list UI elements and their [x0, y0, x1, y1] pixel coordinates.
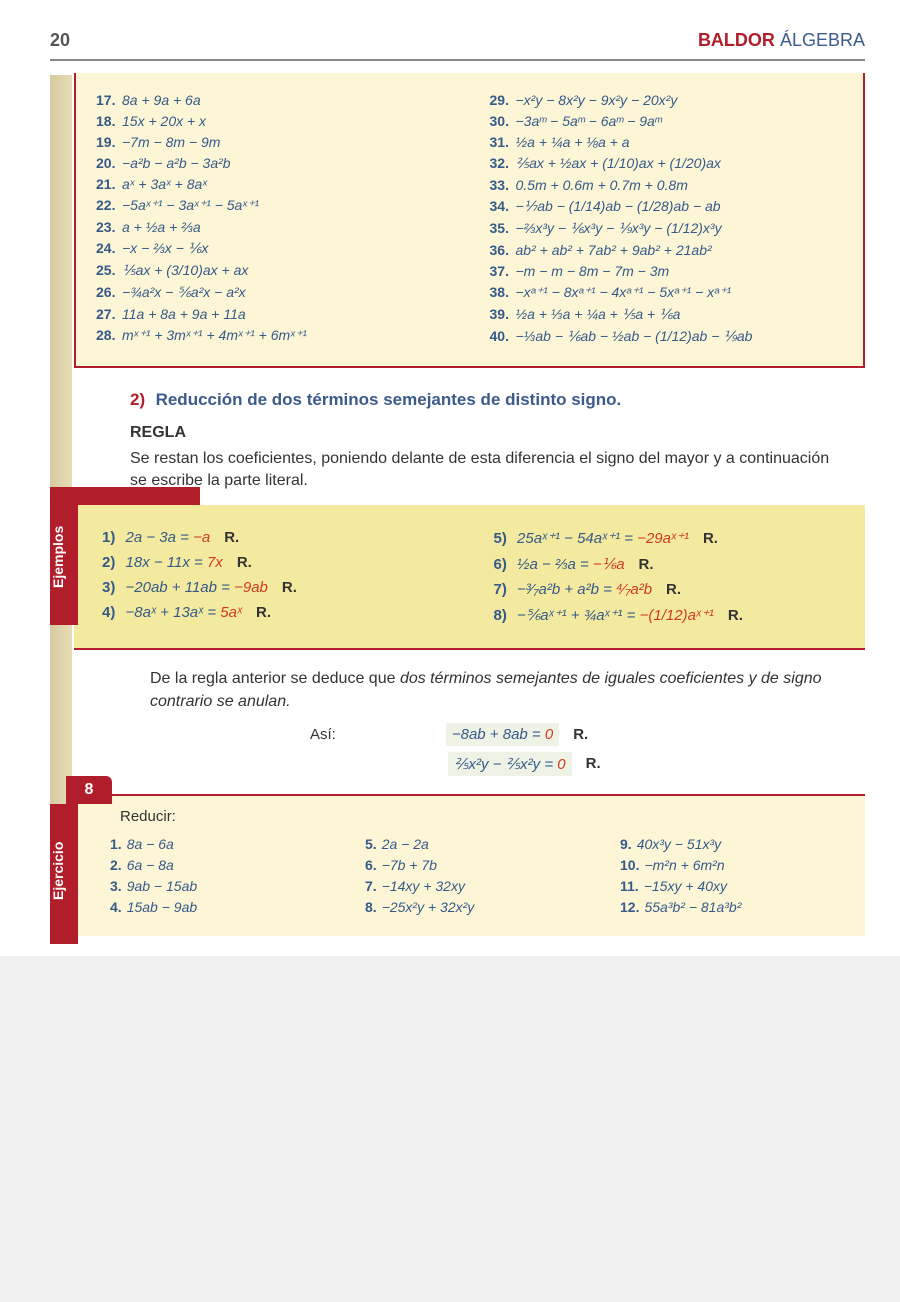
ejercicio-item: 10.−m²n + 6m²n [620, 857, 845, 873]
exercise-item: 34.−⅐ab − (1/14)ab − (1/28)ab − ab [490, 198, 844, 215]
derive-expr-2: ⅖x²y − ⅖x²y = 0 [448, 752, 572, 776]
derive-R-2: R. [586, 755, 601, 772]
exercise-item: 39.½a + ⅓a + ¼a + ⅕a + ⅙a [490, 306, 844, 323]
page-number: 20 [50, 30, 70, 51]
ejercicio-item: 7.−14xy + 32xy [365, 878, 590, 894]
ejemplos-tab: Ejemplos [50, 495, 78, 625]
ejercicio-col-2: 5.2a − 2a 6.−7b + 7b 7.−14xy + 32xy 8.−25x²… [365, 831, 590, 920]
ejercicio-item: 3.9ab − 15ab [110, 878, 335, 894]
derive-expr-1: −8ab + 8ab = 0 [446, 723, 559, 746]
ejercicio-item: 12.55a³b² − 81a³b² [620, 899, 845, 915]
exercise-item: 19.−7m − 8m − 9m [96, 134, 450, 150]
exercise-item: 28.mˣ⁺¹ + 3mˣ⁺¹ + 4mˣ⁺¹ + 6mˣ⁺¹ [96, 327, 450, 344]
exercise-item: 37.−m − m − 8m − 7m − 3m [490, 263, 844, 279]
ejemplos-block: Ejemplos 1) 2a − 3a = −aR.2) 18x − 11x =… [74, 505, 865, 650]
derive-block: Así: −8ab + 8ab = 0 R. ⅖x²y − ⅖x²y = 0 R… [310, 723, 835, 776]
ejercicio-item: 9.40x³y − 51x³y [620, 836, 845, 852]
ejercicio-box: Reducir: 1.8a − 6a 2.6a − 8a 3.9ab − 15ab 4… [74, 794, 865, 936]
ejemplo-item: 3) −20ab + 11ab = −9abR. [102, 579, 454, 596]
exercise-col-right: 29.−x²y − 8x²y − 9x²y − 20x²y 30.−3aᵐ − 5… [490, 87, 844, 350]
exercise-item: 33.0.5m + 0.6m + 0.7m + 0.8m [490, 177, 844, 193]
ejercicio-block: 8 Ejercicio Reducir: 1.8a − 6a2.6a − 8a3… [74, 794, 865, 936]
ejercicio-item: 1.8a − 6a [110, 836, 335, 852]
ejercicio-col-3: 9.40x³y − 51x³y 10.−m²n + 6m²n 11.−15xy + … [620, 831, 845, 920]
exercise-item: 18.15x + 20x + x [96, 113, 450, 129]
exercise-item: 36.ab² + ab² + 7ab² + 9ab² + 21ab² [490, 242, 844, 258]
exercise-item: 40.−⅓ab − ⅙ab − ½ab − (1/12)ab − ⅑ab [490, 328, 844, 345]
exercise-item: 23.a + ½a + ⅔a [96, 219, 450, 235]
exercise-col-left: 17.8a + 9a + 6a 18.15x + 20x + x 19.−7m − … [96, 87, 450, 350]
exercise-item: 32.⅖ax + ½ax + (1/10)ax + (1/20)ax [490, 155, 844, 172]
exercise-item: 22.−5aˣ⁺¹ − 3aˣ⁺¹ − 5aˣ⁺¹ [96, 197, 450, 214]
ejercicio-item: 2.6a − 8a [110, 857, 335, 873]
exercise-item: 31.½a + ¼a + ⅛a + a [490, 134, 844, 150]
exercise-item: 17.8a + 9a + 6a [96, 92, 450, 108]
exercise-list-box: 17.8a + 9a + 6a 18.15x + 20x + x 19.−7m − … [74, 73, 865, 368]
ejercicio-item: 6.−7b + 7b [365, 857, 590, 873]
ejemplo-item: 4) −8aˣ + 13aˣ = 5aˣR. [102, 604, 454, 621]
ejercicio-item: 5.2a − 2a [365, 836, 590, 852]
brand-baldor: BALDOR [698, 30, 775, 50]
ejemplo-item: 8) −⅚aˣ⁺¹ + ¾aˣ⁺¹ = −(1/12)aˣ⁺¹R. [494, 606, 846, 624]
exercise-item: 25.⅕ax + (3/10)ax + ax [96, 262, 450, 279]
exercise-item: 26.−¾a²x − ⅚a²x − a²x [96, 284, 450, 301]
asi-label: Así: [310, 726, 336, 743]
regla-label: REGLA [130, 424, 865, 442]
section-number: 2) [130, 390, 145, 409]
exercise-item: 20.−a²b − a²b − 3a²b [96, 155, 450, 171]
para-text: De la regla anterior se deduce que [150, 670, 400, 687]
ejemplos-box: 1) 2a − 3a = −aR. 2) 18x − 11x = 7xR. 3) −… [74, 505, 865, 650]
section-heading: 2) Reducción de dos términos semejantes … [130, 390, 865, 410]
brand-algebra: ÁLGEBRA [780, 30, 865, 50]
ejercicio-item: 4.15ab − 9ab [110, 899, 335, 915]
ejemplo-item: 2) 18x − 11x = 7xR. [102, 554, 454, 571]
ejercicio-item: 8.−25x²y + 32x²y [365, 899, 590, 915]
ejercicio-item: 11.−15xy + 40xy [620, 878, 845, 894]
ejercicio-col-1: 1.8a − 6a 2.6a − 8a 3.9ab − 15ab 4.15ab − 9… [110, 831, 335, 920]
regla-text: Se restan los coeficientes, poniendo del… [130, 448, 835, 491]
ejemplo-item: 7) −³⁄₇a²b + a²b = ⁴⁄₇a²bR. [494, 581, 846, 598]
ejercicio-side-tab: Ejercicio [50, 804, 78, 944]
ejemplo-item: 6) ½a − ⅔a = −⅙aR. [494, 555, 846, 573]
ejemplo-item: 1) 2a − 3a = −aR. [102, 529, 454, 546]
textbook-page: 20 BALDOR ÁLGEBRA 17.8a + 9a + 6a 18.15x … [0, 0, 900, 956]
ejemplos-col-right: 5) 25aˣ⁺¹ − 54aˣ⁺¹ = −29aˣ⁺¹R. 6) ½a − ⅔a… [494, 521, 846, 632]
ejemplos-col-left: 1) 2a − 3a = −aR. 2) 18x − 11x = 7xR. 3) −… [102, 521, 454, 632]
ejemplo-item: 5) 25aˣ⁺¹ − 54aˣ⁺¹ = −29aˣ⁺¹R. [494, 529, 846, 547]
book-title: BALDOR ÁLGEBRA [698, 30, 865, 51]
section-title: Reducción de dos términos semejantes de … [156, 390, 622, 409]
exercise-item: 29.−x²y − 8x²y − 9x²y − 20x²y [490, 92, 844, 108]
exercise-item: 27.11a + 8a + 9a + 11a [96, 306, 450, 322]
exercise-item: 24.−x − ⅔x − ⅙x [96, 240, 450, 257]
ejercicio-number-tab: 8 [66, 776, 112, 804]
exercise-item: 38.−xᵃ⁺¹ − 8xᵃ⁺¹ − 4xᵃ⁺¹ − 5xᵃ⁺¹ − xᵃ⁺¹ [490, 284, 844, 301]
exercise-item: 21.aˣ + 3aˣ + 8aˣ [96, 176, 450, 192]
page-header: 20 BALDOR ÁLGEBRA [50, 30, 865, 61]
exercise-item: 30.−3aᵐ − 5aᵐ − 6aᵐ − 9aᵐ [490, 113, 844, 129]
exercise-item: 35.−⅔x³y − ⅙x³y − ⅑x³y − (1/12)x³y [490, 220, 844, 237]
deduction-paragraph: De la regla anterior se deduce que dos t… [150, 668, 835, 713]
derive-R-1: R. [573, 726, 588, 743]
reducir-label: Reducir: [120, 808, 845, 825]
